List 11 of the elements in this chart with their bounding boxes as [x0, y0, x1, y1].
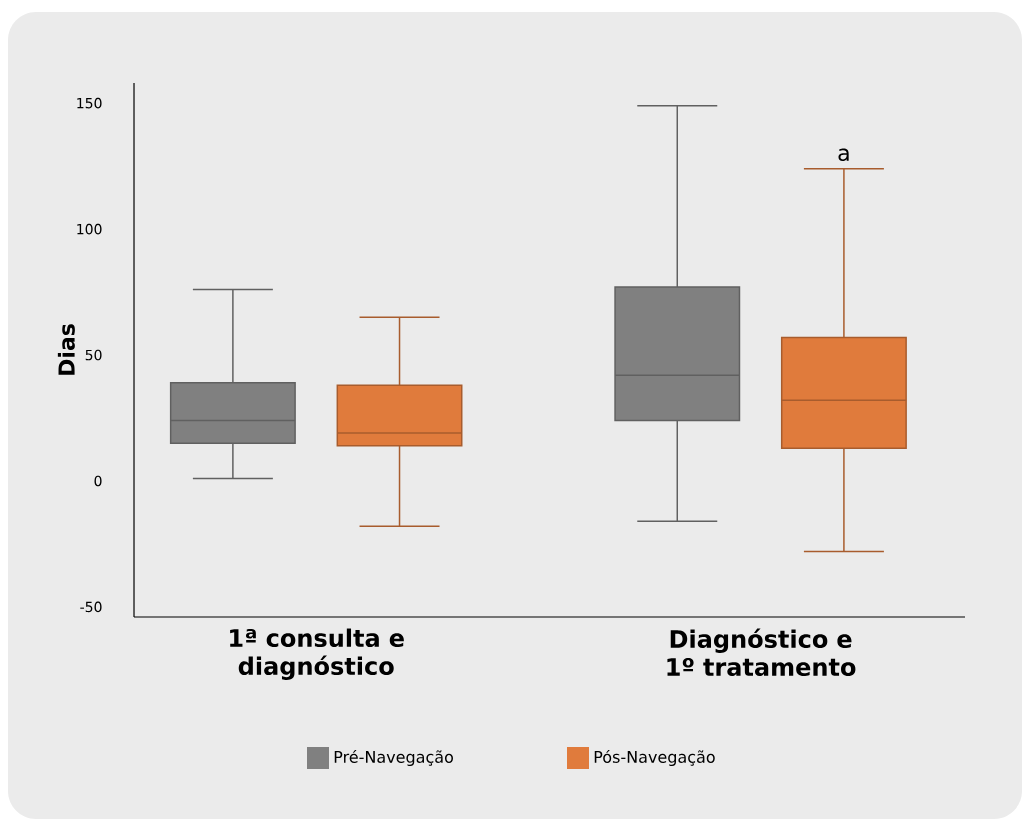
y-tick-label: -50	[80, 601, 102, 613]
x-tick-label: 1ª consulta e diagnóstico	[230, 628, 404, 680]
y-axis-title: Dias	[57, 324, 75, 375]
y-tick-label: 150	[77, 97, 102, 109]
y-tick-label: 50	[85, 349, 102, 361]
x-tick-label: Diagnóstico e 1º tratamento	[667, 628, 856, 677]
annotation: a	[838, 148, 849, 162]
y-tick-label: 100	[77, 223, 102, 235]
legend-label: Pós-Navegação	[594, 749, 715, 767]
legend-label: Pré-Navegação	[334, 749, 453, 767]
y-tick-label: 0	[94, 475, 102, 487]
